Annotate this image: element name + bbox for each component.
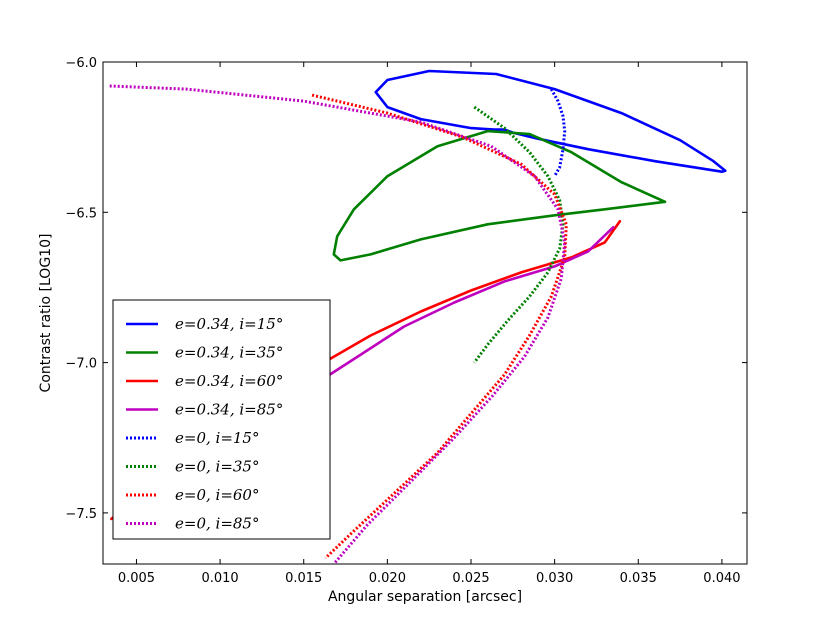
legend-box (112, 299, 331, 540)
x-tick-label: 0.025 (452, 571, 489, 586)
y-axis-label: Contrast ratio [LOG10] (38, 234, 54, 393)
legend-label-6: e=0, i=35° (175, 458, 259, 476)
x-tick-label: 0.040 (703, 571, 740, 586)
x-tick-label: 0.030 (536, 571, 573, 586)
x-tick-label: 0.005 (118, 571, 155, 586)
x-axis-label: Angular separation [arcsec] (328, 589, 522, 605)
series-line-5 (549, 88, 567, 177)
y-tick-label: −7.0 (65, 357, 97, 372)
legend-label-2: e=0.34, i=35° (175, 344, 283, 362)
y-tick-label: −7.5 (65, 507, 97, 522)
series-line-7 (311, 93, 568, 560)
series-layer (109, 69, 727, 564)
legend-label-5: e=0, i=15° (175, 429, 259, 447)
plot-frame (102, 61, 748, 565)
series-line-2 (332, 129, 667, 262)
series-line-1 (374, 69, 727, 173)
y-tick-label: −6.5 (65, 206, 97, 221)
axes: 0.005 0.010 0.015 0.020 0.025 0.030 0.035 0.040… (38, 56, 748, 605)
x-tick-label: 0.035 (620, 571, 657, 586)
legend: e=0.34, i=15° e=0.34, i=35° e=0.34, i=60° e… (112, 299, 331, 540)
legend-label-3: e=0.34, i=60° (175, 372, 283, 390)
x-tick-label: 0.010 (201, 571, 238, 586)
legend-label-1: e=0.34, i=15° (175, 315, 283, 333)
legend-label-4: e=0.34, i=85° (175, 401, 283, 419)
x-tick-label: 0.020 (369, 571, 406, 586)
legend-label-7: e=0, i=60° (175, 486, 259, 504)
legend-label-8: e=0, i=85° (175, 515, 259, 533)
x-tick-label: 0.015 (285, 571, 322, 586)
series-line-8 (109, 84, 567, 564)
series-line-6 (473, 105, 565, 364)
y-tick-label: −6.0 (65, 56, 97, 71)
